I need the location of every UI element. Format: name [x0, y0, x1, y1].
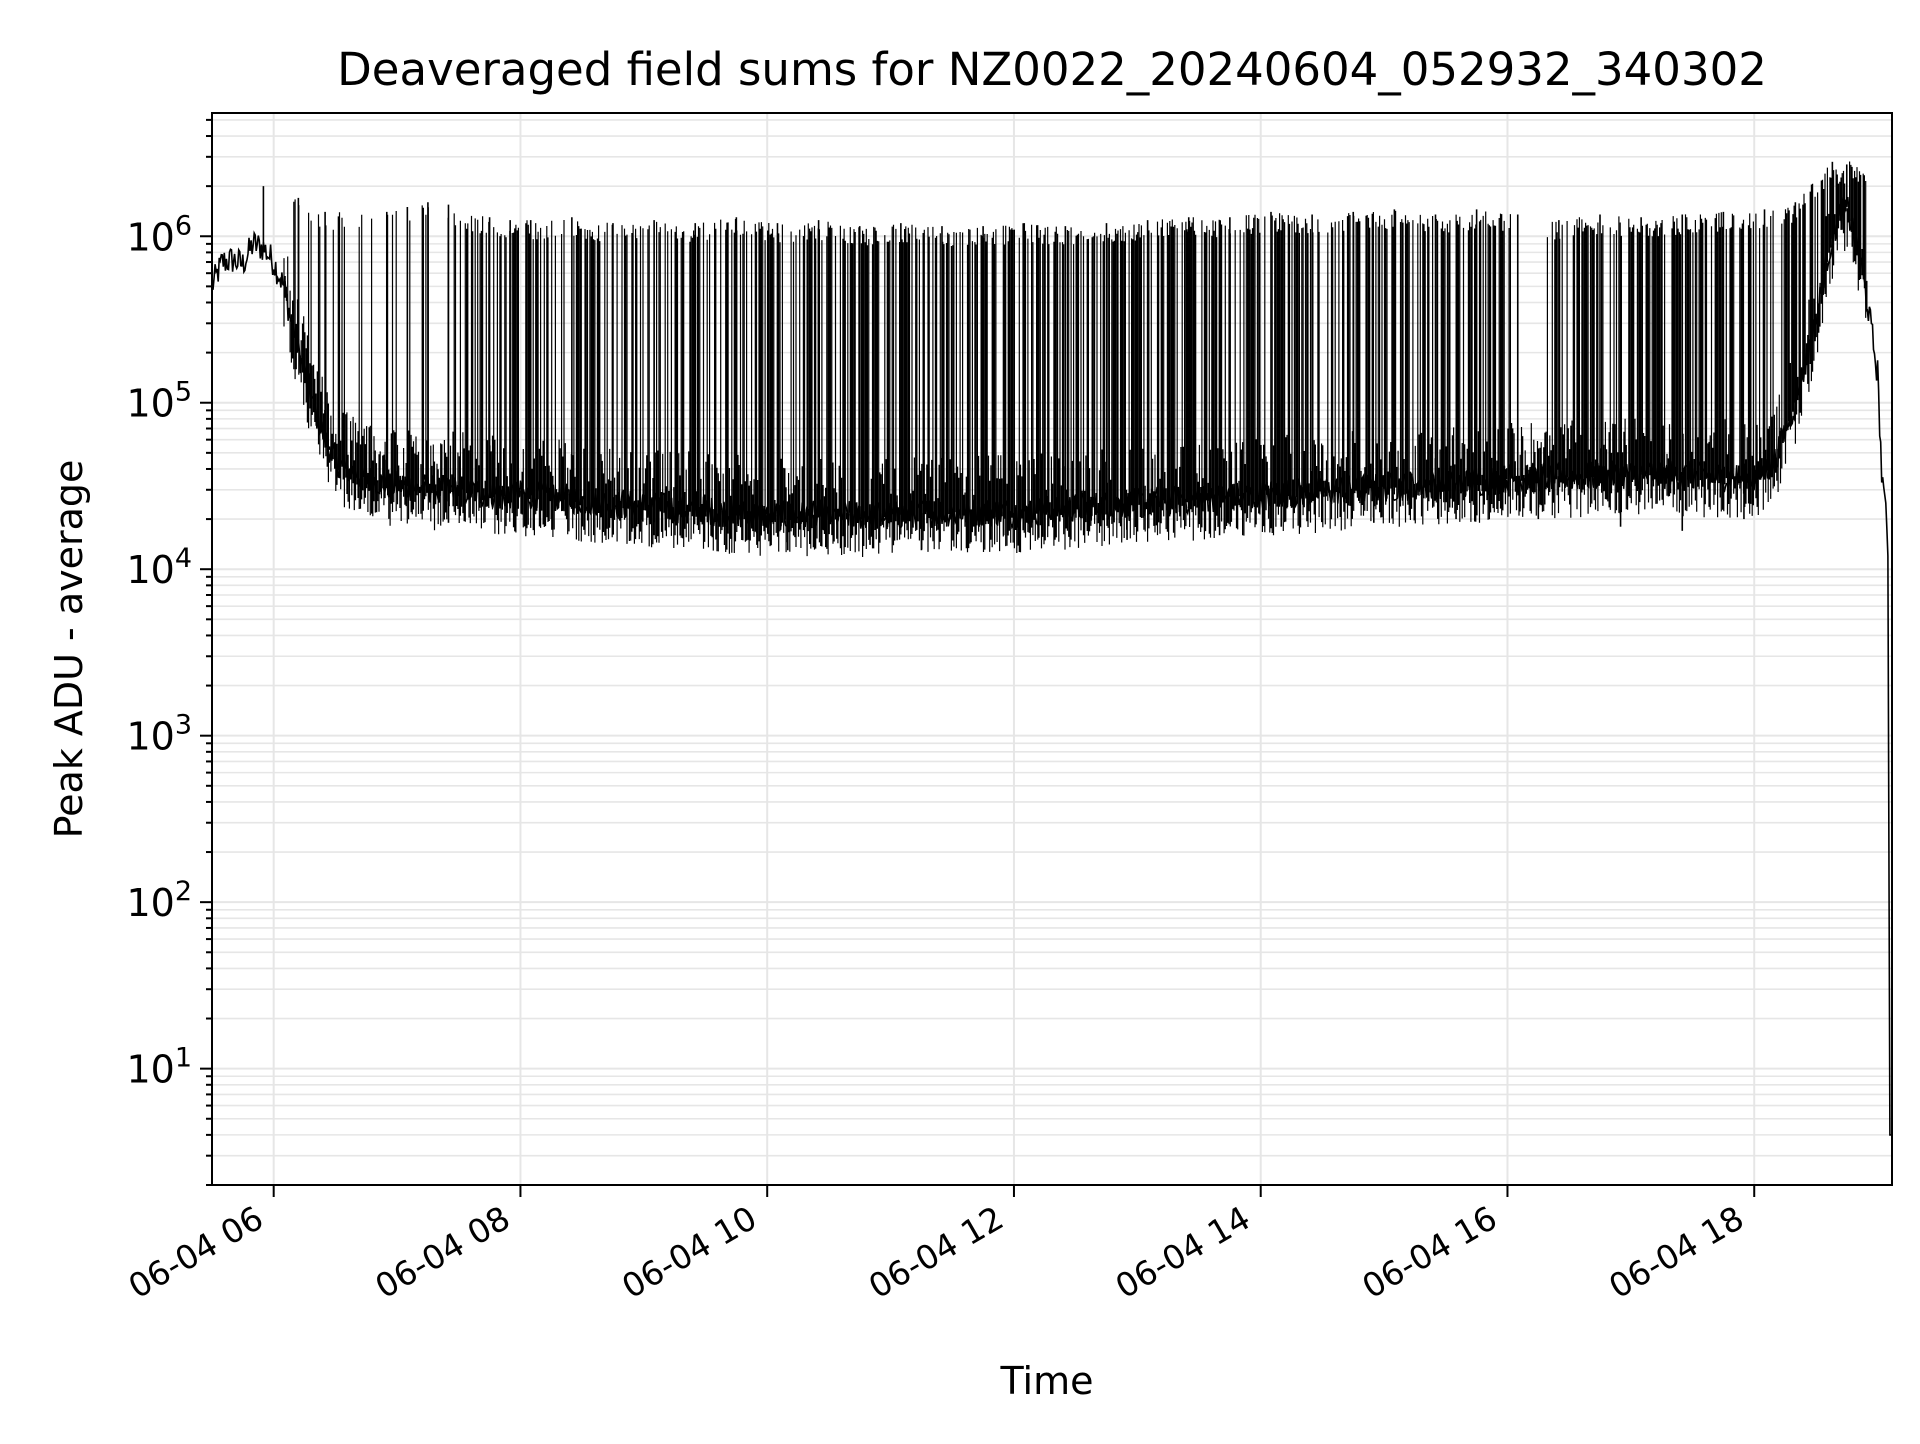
x-tick-label: 06-04 06 [122, 1198, 270, 1306]
grid-layer [212, 113, 1892, 1186]
x-tick-label: 06-04 16 [1355, 1198, 1503, 1306]
y-tick-label: 105 [126, 377, 192, 426]
plot-frame [211, 112, 1893, 1186]
y-tick-label: 101 [126, 1043, 192, 1092]
x-tick-label: 06-04 10 [615, 1198, 763, 1306]
x-tick-label: 06-04 14 [1109, 1198, 1257, 1306]
y-tick-label: 106 [126, 210, 192, 259]
x-tick-label: 06-04 08 [368, 1198, 516, 1306]
x-axis-label: Time [1000, 1359, 1094, 1403]
line-layer [211, 161, 1892, 1136]
chart-title: Deaveraged field sums for NZ0022_2024060… [337, 43, 1767, 96]
series-spikes [283, 161, 1868, 557]
y-tick-label: 104 [126, 543, 192, 592]
y-tick-label: 103 [126, 710, 192, 759]
x-tick-label: 06-04 12 [862, 1198, 1010, 1306]
x-tick-label: 06-04 18 [1602, 1198, 1750, 1306]
y-axis-label: Peak ADU - average [47, 460, 91, 839]
y-tick-label: 102 [126, 876, 192, 925]
